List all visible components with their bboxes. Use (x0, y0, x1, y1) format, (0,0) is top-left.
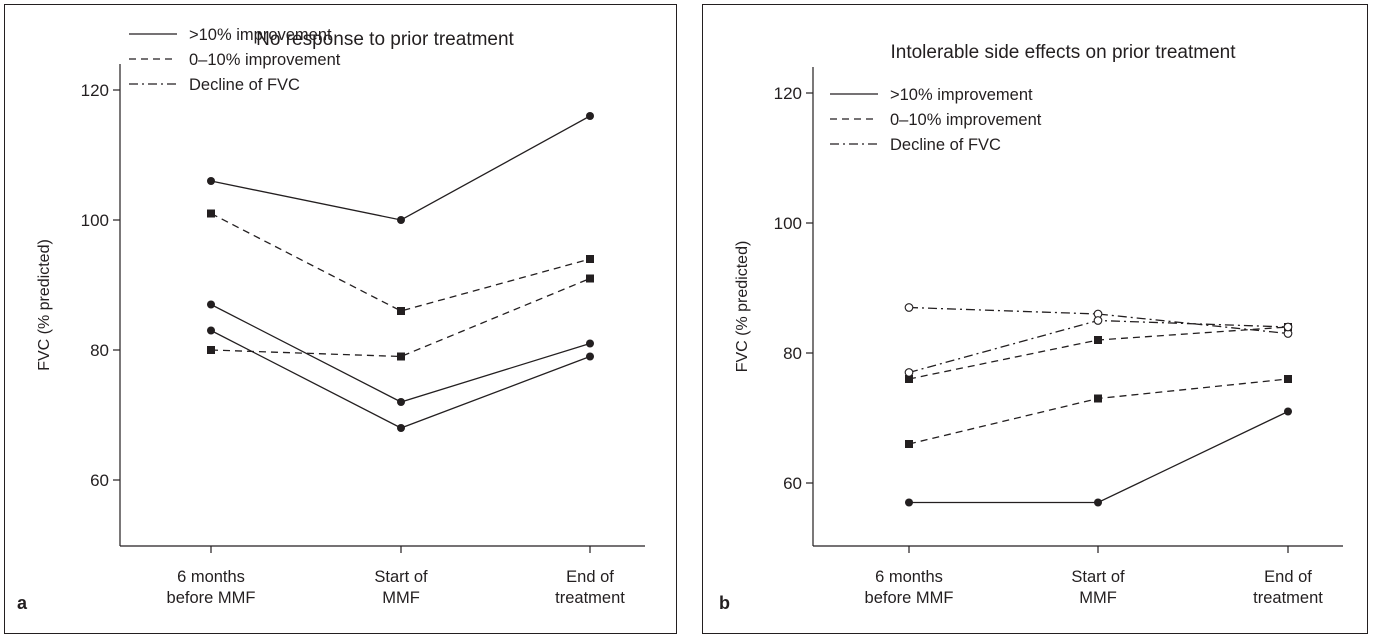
chart-b-legend-label: Decline of FVC (890, 136, 1001, 154)
chart-a-category-label: 6 months before MMF (167, 568, 256, 607)
chart-a-series-5-line (210, 277, 591, 358)
chart-a-series-5-point (586, 274, 594, 283)
chart-b-series-3-point (905, 375, 913, 383)
chart-a-legend-label: >10% improvement (189, 26, 332, 44)
chart-b-series-4-line (908, 306, 1289, 335)
chart-a-series-4-line (210, 212, 591, 312)
chart-b-series-5-point (1093, 316, 1103, 325)
chart-a-svg: No response to prior treatment 60 80 100 120… (17, 26, 645, 613)
chart-a-y-tick-label: 80 (90, 341, 109, 360)
chart-a-series-5-point (207, 346, 215, 354)
chart-b-series-5-point (904, 368, 914, 377)
chart-a-series-1-point (586, 112, 594, 120)
chart-a-series-4-point (586, 255, 594, 263)
chart-a-legend-label: 0–10% improvement (189, 51, 341, 69)
chart-a-category-label: End of treatment (555, 568, 625, 607)
chart-a-category-label: Start of MMF (374, 568, 428, 607)
chart-b-series-1-point (905, 498, 913, 507)
chart-a-series-3-point (586, 352, 594, 361)
chart-b-category-label: Start of MMF (1071, 568, 1125, 607)
chart-a-series-3-point (397, 424, 405, 432)
chart-b-series-3-point (1094, 336, 1102, 344)
chart-b-category-label: End of treatment (1253, 568, 1323, 607)
chart-a-series-2-point (397, 398, 405, 406)
chart-a-y-axis-label: FVC (% predicted) (36, 239, 53, 371)
chart-a-series-2-point (207, 300, 215, 309)
chart-a-panel-label: a (17, 593, 28, 613)
chart-b-title: Intolerable side effects on prior treatm… (890, 42, 1236, 63)
chart-a-series-1-point (207, 177, 215, 185)
chart-a-series-1-line (210, 115, 591, 221)
chart-a-series-5-point (397, 352, 405, 361)
chart-b-series-1-point (1284, 407, 1292, 416)
chart-panel-a: No response to prior treatment 60 80 100 120… (4, 4, 677, 634)
chart-a-legend-label: Decline of FVC (189, 76, 300, 94)
chart-b-y-tick-label: 120 (774, 84, 802, 103)
chart-a-series-4-point (207, 209, 215, 218)
chart-b-y-tick-label: 100 (774, 214, 802, 233)
chart-a-title: No response to prior treatment (256, 29, 514, 50)
chart-a-y-tick-label: 100 (81, 211, 109, 230)
chart-b-category-label: 6 months before MMF (865, 568, 954, 607)
chart-b-legend-label: >10% improvement (890, 86, 1033, 104)
chart-b-svg: Intolerable side effects on prior treatm… (719, 42, 1343, 613)
chart-a-series-2-point (586, 339, 594, 348)
chart-b-series-3-line (908, 326, 1289, 380)
chart-b-legend-label: 0–10% improvement (890, 111, 1042, 129)
chart-a-series-1-point (397, 216, 405, 224)
chart-b-series-4-point (904, 303, 914, 312)
chart-panel-b: Intolerable side effects on prior treatm… (702, 4, 1368, 634)
chart-b-y-tick-label: 60 (783, 474, 802, 493)
chart-b-y-axis-label: FVC (% predicted) (734, 241, 751, 373)
chart-a-series-3-point (207, 326, 215, 335)
chart-a-y-tick-label: 60 (90, 471, 109, 490)
chart-b-series-2-point (1094, 394, 1102, 403)
chart-b-series-1-point (1094, 498, 1102, 507)
chart-a-series-3-line (210, 329, 591, 429)
chart-b-series-1-line (909, 410, 1289, 504)
chart-b-panel-label: b (719, 593, 730, 613)
chart-b-series-2-point (905, 440, 913, 448)
chart-b-series-2-line (908, 378, 1289, 445)
chart-a-series-4-point (397, 307, 405, 315)
chart-b-series-5-point (1283, 322, 1293, 332)
chart-b-y-tick-label: 80 (783, 344, 802, 363)
chart-b-series-2-point (1284, 375, 1292, 383)
chart-a-y-tick-label: 120 (81, 81, 109, 100)
